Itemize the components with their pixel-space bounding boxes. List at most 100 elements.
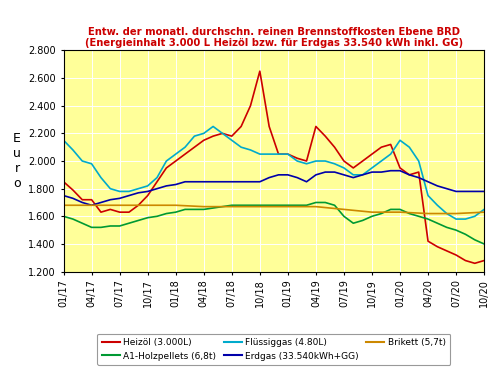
A1-Holzpellets (6,8t) bbox=[275, 203, 281, 208]
Line: Flüssiggas (4.80L): Flüssiggas (4.80L) bbox=[63, 126, 483, 219]
Heizöl (3.000L) bbox=[107, 207, 113, 212]
Brikett (5,7t) bbox=[294, 204, 300, 209]
Flüssiggas (4.80L) bbox=[219, 131, 225, 136]
Brikett (5,7t) bbox=[247, 204, 253, 209]
Brikett (5,7t) bbox=[415, 211, 421, 215]
Brikett (5,7t) bbox=[172, 203, 178, 208]
Erdgas (33.540kWh+GG) bbox=[368, 170, 374, 174]
Brikett (5,7t) bbox=[312, 204, 318, 209]
Flüssiggas (4.80L) bbox=[238, 145, 244, 149]
Erdgas (33.540kWh+GG) bbox=[331, 170, 337, 174]
Flüssiggas (4.80L) bbox=[322, 159, 327, 163]
Erdgas (33.540kWh+GG) bbox=[452, 189, 458, 194]
Brikett (5,7t) bbox=[154, 203, 160, 208]
Flüssiggas (4.80L) bbox=[396, 138, 402, 143]
Erdgas (33.540kWh+GG) bbox=[462, 189, 468, 194]
Brikett (5,7t) bbox=[433, 211, 439, 216]
A1-Holzpellets (6,8t) bbox=[415, 214, 421, 218]
Heizöl (3.000L) bbox=[98, 210, 103, 215]
A1-Holzpellets (6,8t) bbox=[294, 203, 300, 208]
Flüssiggas (4.80L) bbox=[210, 124, 216, 129]
Flüssiggas (4.80L) bbox=[433, 203, 439, 208]
Brikett (5,7t) bbox=[256, 204, 262, 209]
A1-Holzpellets (6,8t) bbox=[265, 203, 271, 208]
Erdgas (33.540kWh+GG) bbox=[443, 186, 449, 191]
A1-Holzpellets (6,8t) bbox=[452, 228, 458, 232]
Flüssiggas (4.80L) bbox=[443, 211, 449, 216]
Legend: Heizöl (3.000L), A1-Holzpellets (6,8t), Flüssiggas (4.80L), Erdgas (33.540kWh+GG: Heizöl (3.000L), A1-Holzpellets (6,8t), … bbox=[97, 334, 449, 365]
Brikett (5,7t) bbox=[471, 210, 477, 215]
Line: Heizöl (3.000L): Heizöl (3.000L) bbox=[63, 71, 483, 263]
Brikett (5,7t) bbox=[387, 210, 393, 215]
Flüssiggas (4.80L) bbox=[163, 159, 169, 163]
Erdgas (33.540kWh+GG) bbox=[228, 179, 234, 184]
Line: Brikett (5,7t): Brikett (5,7t) bbox=[63, 205, 483, 213]
Erdgas (33.540kWh+GG) bbox=[191, 179, 197, 184]
Erdgas (33.540kWh+GG) bbox=[70, 196, 76, 201]
Erdgas (33.540kWh+GG) bbox=[265, 175, 271, 180]
Heizöl (3.000L) bbox=[154, 179, 160, 184]
A1-Holzpellets (6,8t) bbox=[247, 203, 253, 208]
Erdgas (33.540kWh+GG) bbox=[144, 189, 150, 194]
Brikett (5,7t) bbox=[480, 210, 486, 215]
Brikett (5,7t) bbox=[219, 204, 225, 209]
Flüssiggas (4.80L) bbox=[107, 186, 113, 191]
Flüssiggas (4.80L) bbox=[126, 189, 132, 194]
A1-Holzpellets (6,8t) bbox=[349, 221, 355, 225]
Heizöl (3.000L) bbox=[70, 188, 76, 192]
Flüssiggas (4.80L) bbox=[424, 193, 430, 198]
A1-Holzpellets (6,8t) bbox=[182, 207, 187, 212]
A1-Holzpellets (6,8t) bbox=[201, 207, 206, 212]
Heizöl (3.000L) bbox=[294, 156, 300, 161]
Flüssiggas (4.80L) bbox=[294, 159, 300, 163]
Heizöl (3.000L) bbox=[163, 166, 169, 170]
Brikett (5,7t) bbox=[107, 203, 113, 208]
Brikett (5,7t) bbox=[182, 203, 187, 208]
Flüssiggas (4.80L) bbox=[415, 159, 421, 163]
A1-Holzpellets (6,8t) bbox=[322, 200, 327, 205]
A1-Holzpellets (6,8t) bbox=[98, 225, 103, 230]
Heizöl (3.000L) bbox=[349, 166, 355, 170]
Brikett (5,7t) bbox=[331, 206, 337, 211]
Brikett (5,7t) bbox=[79, 203, 85, 208]
Heizöl (3.000L) bbox=[182, 152, 187, 156]
Erdgas (33.540kWh+GG) bbox=[396, 168, 402, 173]
Flüssiggas (4.80L) bbox=[79, 159, 85, 163]
Brikett (5,7t) bbox=[70, 203, 76, 208]
Heizöl (3.000L) bbox=[480, 258, 486, 263]
Flüssiggas (4.80L) bbox=[471, 214, 477, 218]
A1-Holzpellets (6,8t) bbox=[79, 221, 85, 225]
A1-Holzpellets (6,8t) bbox=[144, 215, 150, 220]
Heizöl (3.000L) bbox=[247, 103, 253, 108]
A1-Holzpellets (6,8t) bbox=[433, 221, 439, 225]
Flüssiggas (4.80L) bbox=[480, 207, 486, 212]
A1-Holzpellets (6,8t) bbox=[70, 217, 76, 222]
Brikett (5,7t) bbox=[275, 204, 281, 209]
Brikett (5,7t) bbox=[285, 204, 290, 209]
Flüssiggas (4.80L) bbox=[182, 145, 187, 149]
Erdgas (33.540kWh+GG) bbox=[312, 173, 318, 177]
A1-Holzpellets (6,8t) bbox=[378, 211, 384, 216]
A1-Holzpellets (6,8t) bbox=[312, 200, 318, 205]
Heizöl (3.000L) bbox=[210, 134, 216, 139]
Erdgas (33.540kWh+GG) bbox=[294, 175, 300, 180]
Y-axis label: E
u
r
o: E u r o bbox=[13, 132, 21, 190]
Heizöl (3.000L) bbox=[471, 261, 477, 266]
Brikett (5,7t) bbox=[117, 203, 122, 208]
Title: Entw. der monatl. durchschn. reinen Brennstoffkosten Ebene BRD
(Energieinhalt 3.: Entw. der monatl. durchschn. reinen Bren… bbox=[84, 27, 462, 48]
Brikett (5,7t) bbox=[396, 210, 402, 215]
Heizöl (3.000L) bbox=[378, 145, 384, 149]
Brikett (5,7t) bbox=[322, 205, 327, 210]
Flüssiggas (4.80L) bbox=[452, 217, 458, 222]
Heizöl (3.000L) bbox=[285, 152, 290, 156]
Flüssiggas (4.80L) bbox=[406, 145, 411, 149]
Erdgas (33.540kWh+GG) bbox=[210, 179, 216, 184]
A1-Holzpellets (6,8t) bbox=[396, 207, 402, 212]
Flüssiggas (4.80L) bbox=[340, 166, 346, 170]
Flüssiggas (4.80L) bbox=[387, 152, 393, 156]
Heizöl (3.000L) bbox=[424, 239, 430, 244]
A1-Holzpellets (6,8t) bbox=[61, 214, 66, 218]
Brikett (5,7t) bbox=[424, 211, 430, 216]
Erdgas (33.540kWh+GG) bbox=[424, 179, 430, 184]
Brikett (5,7t) bbox=[228, 204, 234, 209]
